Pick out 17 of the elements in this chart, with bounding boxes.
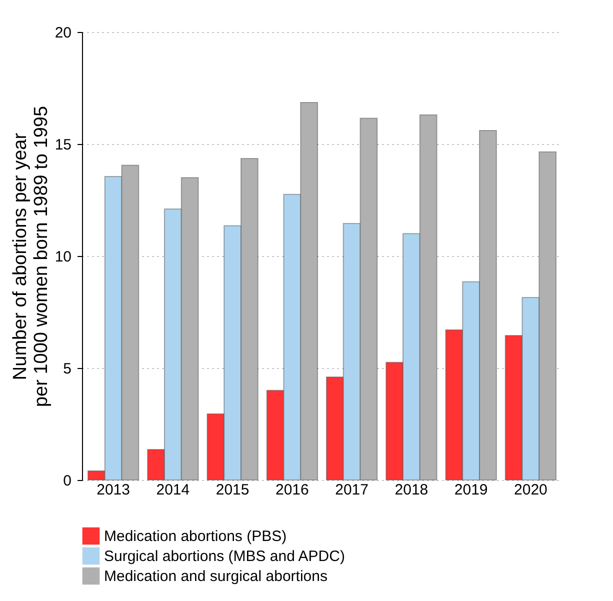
x-tick-label: 2018	[394, 482, 428, 498]
x-tick-label: 2017	[335, 482, 368, 498]
y-tick-label: 10	[54, 248, 72, 266]
y-tick-label: 15	[54, 136, 72, 154]
x-tick-label: 2015	[216, 482, 250, 498]
y-axis-title: Number of abortions per year per 1000 women born 1989 to 1995	[10, 106, 52, 408]
legend-label: Medication and surgical abortions	[104, 568, 328, 585]
x-tick-label: 2013	[96, 482, 130, 498]
legend-label: Surgical abortions (MBS and APDC)	[104, 548, 345, 565]
x-tick-label: 2016	[276, 482, 309, 498]
y-tick-label: 20	[54, 24, 72, 42]
x-tick-label: 2020	[514, 482, 548, 498]
x-tick-label: 2014	[156, 482, 190, 498]
y-tick-label: 0	[63, 472, 72, 490]
y-tick-label: 5	[63, 360, 72, 378]
x-tick-label: 2019	[454, 482, 488, 498]
legend-label: Medication abortions (PBS)	[104, 528, 287, 545]
